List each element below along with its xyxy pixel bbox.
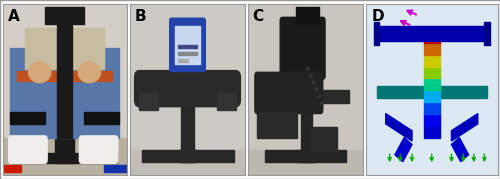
Bar [178,52,196,55]
Bar [12,153,117,163]
Bar [265,150,346,162]
Bar [178,45,196,48]
Ellipse shape [28,62,51,83]
Bar [84,112,119,124]
Bar [424,101,440,114]
Ellipse shape [306,67,309,70]
Bar [301,21,312,162]
Bar [424,30,440,43]
FancyBboxPatch shape [8,136,47,163]
Text: B: B [134,9,146,24]
Bar [57,14,72,138]
FancyBboxPatch shape [80,136,118,163]
Bar [296,150,314,162]
Ellipse shape [78,62,100,83]
FancyBboxPatch shape [134,71,240,107]
Bar [424,42,440,55]
Bar [424,125,440,138]
Bar [130,150,245,175]
Bar [142,150,234,162]
Bar [12,120,47,138]
Bar [424,78,440,90]
Bar [180,33,194,162]
Bar [484,23,490,45]
Bar [374,23,379,45]
Bar [18,71,112,81]
FancyBboxPatch shape [255,72,323,113]
Bar [25,28,104,69]
Bar [311,127,336,151]
Bar [10,112,44,124]
Bar [10,48,119,138]
Bar [104,165,126,172]
Bar [178,150,196,162]
Polygon shape [386,113,412,141]
Bar [178,59,188,62]
Bar [424,113,440,126]
Bar [424,66,440,78]
Ellipse shape [318,95,320,98]
Bar [2,165,21,172]
Bar [139,93,158,110]
Text: C: C [252,9,264,24]
Polygon shape [395,138,412,162]
Bar [296,7,320,24]
Bar [262,90,349,103]
Polygon shape [452,113,478,141]
Ellipse shape [309,74,312,77]
Bar [218,93,236,110]
Bar [175,26,200,64]
Bar [257,112,298,138]
Text: D: D [372,9,384,24]
FancyBboxPatch shape [280,17,325,79]
Bar [376,86,487,98]
Text: A: A [8,9,19,24]
Ellipse shape [312,81,315,84]
Polygon shape [452,138,468,162]
Ellipse shape [320,102,324,105]
Bar [424,89,440,102]
Bar [54,129,74,163]
FancyBboxPatch shape [170,18,205,71]
Bar [424,54,440,67]
Bar [376,26,487,41]
Bar [44,7,84,24]
Bar [82,120,116,138]
Bar [248,150,363,175]
Ellipse shape [315,88,318,91]
Bar [2,138,126,175]
